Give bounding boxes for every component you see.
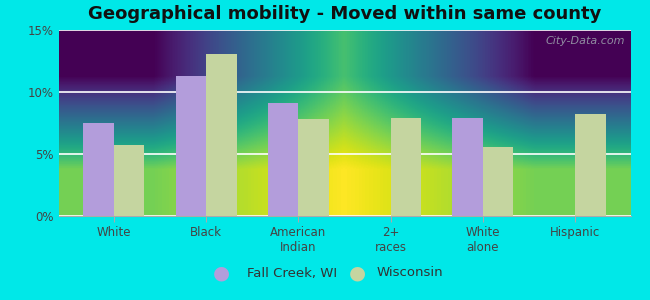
- Bar: [452, 118, 483, 216]
- Bar: [483, 147, 514, 216]
- Text: City-Data.com: City-Data.com: [545, 36, 625, 46]
- Text: ●: ●: [213, 263, 229, 283]
- Bar: [176, 76, 206, 216]
- Bar: [114, 145, 144, 216]
- Bar: [206, 54, 237, 216]
- Text: Wisconsin: Wisconsin: [377, 266, 443, 280]
- Bar: [575, 114, 606, 216]
- Bar: [268, 103, 298, 216]
- Bar: [298, 119, 329, 216]
- Bar: [391, 118, 421, 216]
- Title: Geographical mobility - Moved within same county: Geographical mobility - Moved within sam…: [88, 5, 601, 23]
- Text: Fall Creek, WI: Fall Creek, WI: [247, 266, 337, 280]
- Bar: [83, 123, 114, 216]
- Text: ●: ●: [349, 263, 366, 283]
